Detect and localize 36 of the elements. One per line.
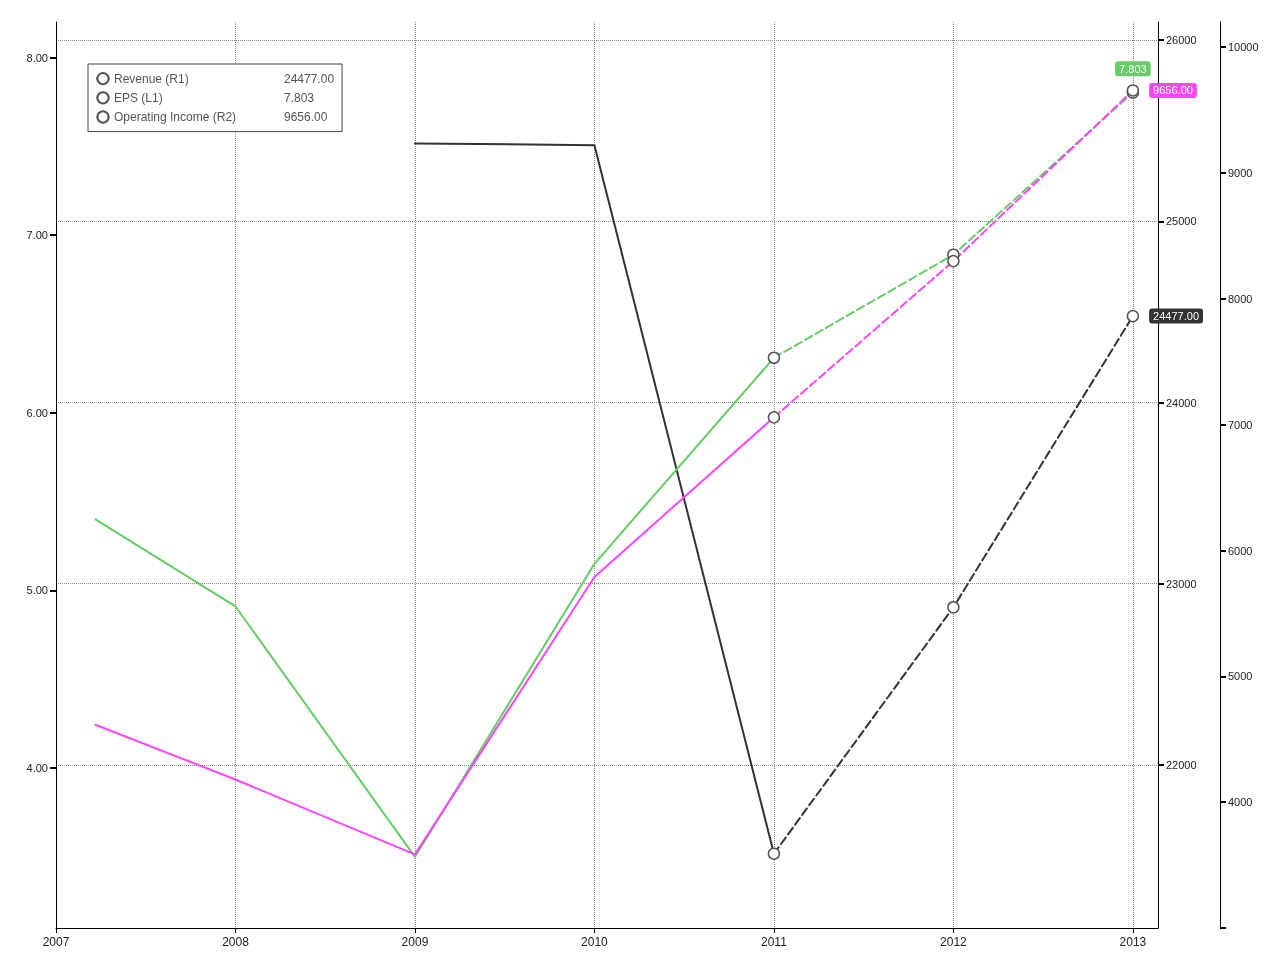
y3-tick-label: 9000 bbox=[1228, 167, 1253, 179]
point bbox=[1126, 309, 1140, 323]
y3-tick-label: 7000 bbox=[1228, 418, 1253, 431]
text: 7.803 bbox=[284, 90, 315, 105]
x-tick-label: 2007 bbox=[42, 935, 70, 949]
data-label: 24477.00 bbox=[1153, 310, 1200, 323]
text: 24477.00 bbox=[284, 71, 335, 86]
y2-tick-label: 25000 bbox=[1166, 215, 1197, 228]
x-tick-label: 2009 bbox=[401, 935, 429, 949]
y-tick-label: 6.00 bbox=[26, 406, 48, 419]
data-label: 9656.00 bbox=[1153, 84, 1193, 97]
y3-tick-label: 4000 bbox=[1228, 796, 1253, 809]
legend-label: Operating Income (R2) bbox=[114, 110, 237, 124]
y3-tick-label: 5000 bbox=[1228, 670, 1253, 683]
y-tick-label: 4.00 bbox=[26, 762, 48, 775]
y-tick-label: 7.00 bbox=[26, 229, 48, 242]
x-tick-label: 2013 bbox=[1119, 935, 1147, 949]
y2-tick-label: 24000 bbox=[1166, 396, 1197, 409]
point bbox=[947, 601, 960, 614]
y2-tick-label: 23000 bbox=[1166, 577, 1197, 590]
x-tick-label: 2010 bbox=[581, 935, 609, 949]
x-tick-label: 2012 bbox=[940, 935, 968, 949]
legend-label: EPS (L1) bbox=[114, 90, 163, 105]
x-tick-label: 2011 bbox=[761, 935, 788, 949]
y2-tick-label: 22000 bbox=[1166, 758, 1197, 771]
legend-label: Revenue (R1) bbox=[114, 71, 189, 86]
y-tick-label: 5.00 bbox=[26, 584, 48, 597]
text: 9656.00 bbox=[284, 110, 328, 124]
y3-tick-label: 6000 bbox=[1228, 544, 1253, 557]
y3-tick-label: 10000 bbox=[1228, 41, 1259, 54]
point bbox=[767, 847, 781, 860]
data-label: 7.803 bbox=[1119, 62, 1147, 75]
y2-tick-label: 26000 bbox=[1166, 34, 1197, 47]
y-tick-label: 8.00 bbox=[26, 51, 48, 64]
x-tick-label: 2008 bbox=[222, 935, 250, 949]
y3-tick-label: 8000 bbox=[1228, 292, 1253, 305]
